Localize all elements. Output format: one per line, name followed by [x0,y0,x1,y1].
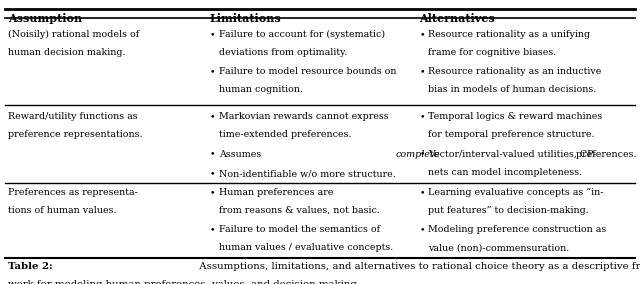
Text: frame for cognitive biases.: frame for cognitive biases. [428,48,556,57]
Text: Preferences as representa-: Preferences as representa- [8,188,138,197]
Text: •: • [210,225,216,234]
Text: •: • [419,30,425,39]
Text: Resource rationality as a unifying: Resource rationality as a unifying [428,30,590,39]
Text: from reasons & values, not basic.: from reasons & values, not basic. [219,206,380,215]
Text: Assumption: Assumption [8,13,82,24]
Text: Human preferences are: Human preferences are [219,188,336,197]
Text: Assumes: Assumes [219,150,264,158]
Text: Reward/utility functions as: Reward/utility functions as [8,112,138,121]
Text: Vector/interval-valued utilities, CP-: Vector/interval-valued utilities, CP- [428,150,596,158]
Text: Failure to account for (systematic): Failure to account for (systematic) [219,30,385,39]
Text: preferences.: preferences. [573,150,637,158]
Text: complete: complete [396,150,440,158]
Text: •: • [210,150,216,158]
Text: •: • [419,150,425,158]
Text: nets can model incompleteness.: nets can model incompleteness. [428,168,582,177]
Text: Failure to model the semantics of: Failure to model the semantics of [219,225,380,234]
Text: •: • [419,225,425,234]
Text: work for modeling human preferences, values, and decision making.: work for modeling human preferences, val… [8,280,360,284]
Text: •: • [210,30,216,39]
Text: Learning evaluative concepts as “in-: Learning evaluative concepts as “in- [428,188,604,197]
Text: Resource rationality as an inductive: Resource rationality as an inductive [428,67,602,76]
Text: Alternatives: Alternatives [419,13,495,24]
Text: •: • [210,169,216,178]
Text: value (non)-commensuration.: value (non)-commensuration. [428,243,570,252]
Text: Failure to model resource bounds on: Failure to model resource bounds on [219,67,396,76]
Text: •: • [419,67,425,76]
Text: human values / evaluative concepts.: human values / evaluative concepts. [219,243,393,252]
Text: •: • [419,188,425,197]
Text: •: • [210,112,216,121]
Text: •: • [210,67,216,76]
Text: •: • [210,188,216,197]
Text: time-extended preferences.: time-extended preferences. [219,130,351,139]
Text: human decision making.: human decision making. [8,48,125,57]
Text: preference representations.: preference representations. [8,130,142,139]
Text: Limitations: Limitations [210,13,282,24]
Text: •: • [419,112,425,121]
Text: Modeling preference construction as: Modeling preference construction as [428,225,607,234]
Text: human cognition.: human cognition. [219,85,303,94]
Text: bias in models of human decisions.: bias in models of human decisions. [428,85,596,94]
Text: Markovian rewards cannot express: Markovian rewards cannot express [219,112,388,121]
Text: deviations from optimality.: deviations from optimality. [219,48,347,57]
Text: Temporal logics & reward machines: Temporal logics & reward machines [428,112,602,121]
Text: Table 2:: Table 2: [8,262,52,271]
Text: for temporal preference structure.: for temporal preference structure. [428,130,595,139]
Text: Assumptions, limitations, and alternatives to rational choice theory as a descri: Assumptions, limitations, and alternativ… [196,262,640,271]
Text: put features” to decision-making.: put features” to decision-making. [428,206,589,215]
Text: Non-identifiable w/o more structure.: Non-identifiable w/o more structure. [219,169,396,178]
Text: tions of human values.: tions of human values. [8,206,116,215]
Text: (Noisily) rational models of: (Noisily) rational models of [8,30,139,39]
